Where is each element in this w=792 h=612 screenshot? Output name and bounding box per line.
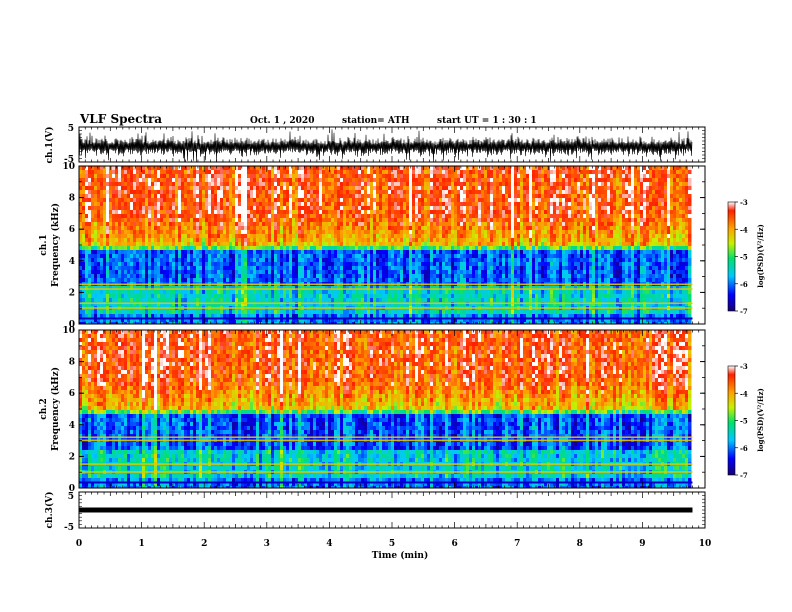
colorbar-tick-label: -6	[740, 280, 748, 289]
frequency-tick-label: 6	[69, 389, 75, 399]
colorbar-tick-label: -7	[740, 471, 748, 480]
ch2-channel-label: ch.2	[39, 398, 49, 419]
frequency-tick-label: 10	[62, 162, 75, 172]
ch2-spectrogram-panel: 0 2 4 6 8 10 ch.2 Frequency (kHz) -3 -4 -5 -6 -7 …	[39, 326, 765, 494]
colorbar-tick-label: -3	[740, 362, 748, 371]
figure-title: VLF Spectra	[79, 112, 162, 126]
frequency-tick-label: 8	[69, 194, 75, 204]
frequency-tick-label: 10	[62, 326, 75, 336]
ch3-ytick-top: 5	[68, 492, 74, 502]
time-tick-label: 3	[264, 539, 270, 549]
ch3-waveform-panel: 5 -5 ch.3(V)	[44, 491, 706, 533]
ch1-channel-label: ch.1	[39, 234, 49, 255]
ch2-spectrogram-image	[79, 330, 705, 489]
ch1-colorbar-label: log(PSD)(V²/Hz)	[756, 224, 765, 288]
colorbar-tick-label: -4	[740, 389, 748, 398]
ch1-spectrogram-panel: 0 2 4 6 8 10 ch.1 Frequency (kHz) -3 -4 -5 -6 -7 …	[39, 162, 765, 330]
frequency-tick-label: 6	[69, 225, 75, 235]
colorbar-tick-label: -5	[740, 253, 748, 262]
ch3-waveform-ylabel: ch.3(V)	[44, 492, 55, 529]
time-tick-label: 7	[514, 539, 520, 549]
frequency-tick-label: 4	[69, 421, 75, 431]
colorbar-tick-label: -7	[740, 307, 748, 316]
ch1-ytick-top: 5	[68, 124, 74, 134]
start-time-label: start UT = 1 : 30 : 1	[437, 116, 537, 126]
time-tick-label: 1	[138, 539, 144, 549]
date-label: Oct. 1 , 2020	[250, 116, 314, 126]
ch2-frequency-ylabel: Frequency (kHz)	[50, 367, 61, 451]
ch1-waveform-ylabel: ch.1(V)	[44, 127, 55, 164]
colorbar-tick-label: -3	[740, 198, 748, 207]
ch2-frequency-ticks: 0 2 4 6 8 10	[62, 326, 705, 494]
frequency-tick-label: 2	[69, 452, 75, 462]
ch3-ytick-bottom: -5	[64, 523, 74, 533]
time-tick-label: 4	[326, 539, 332, 549]
ch2-colorbar: -3 -4 -5 -6 -7 log(PSD)(V²/Hz)	[727, 362, 765, 480]
ch2-colorbar-label: log(PSD)(V²/Hz)	[756, 388, 765, 452]
ch3-waveform-trace	[79, 507, 693, 513]
colorbar-tick-label: -5	[740, 417, 748, 426]
ch1-colorbar: -3 -4 -5 -6 -7 log(PSD)(V²/Hz)	[727, 198, 765, 316]
time-axis-title: Time (min)	[372, 550, 429, 561]
time-axis-labels: 0 1 2 3 4 5 6 7 8 9 10	[76, 539, 711, 549]
ch1-waveform-trace	[78, 129, 693, 163]
time-axis-ticks	[78, 126, 706, 529]
colorbar-tick-label: -6	[740, 444, 748, 453]
time-tick-label: 9	[639, 539, 645, 549]
time-tick-label: 2	[201, 539, 207, 549]
time-tick-label: 5	[389, 539, 395, 549]
ch1-ytick-bottom: -5	[64, 155, 74, 165]
frequency-tick-label: 0	[69, 484, 75, 494]
colorbar-tick-label: -4	[740, 225, 748, 234]
time-tick-label: 6	[451, 539, 457, 549]
ch1-frequency-ylabel: Frequency (kHz)	[50, 203, 61, 287]
frequency-tick-label: 0	[69, 320, 75, 330]
time-tick-label: 10	[699, 539, 712, 549]
frequency-tick-label: 8	[69, 358, 75, 368]
time-tick-label: 8	[577, 539, 583, 549]
frequency-tick-label: 4	[69, 257, 75, 267]
frequency-tick-label: 2	[69, 288, 75, 298]
station-label: station= ATH	[342, 116, 410, 126]
ch1-frequency-ticks: 0 2 4 6 8 10	[62, 162, 705, 330]
ch1-waveform-panel: 5 -5 ch.1(V)	[44, 124, 706, 165]
time-tick-label: 0	[76, 539, 82, 549]
ch1-spectrogram-image	[79, 166, 705, 325]
